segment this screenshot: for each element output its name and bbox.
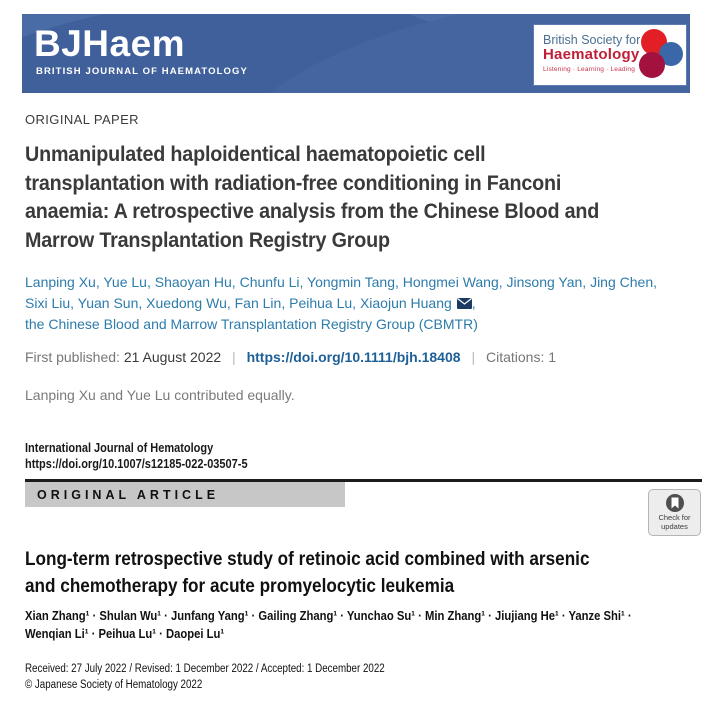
paper1-authors-line2-names[interactable]: Sixi Liu, Yuan Sun, Xuedong Wu, Fan Lin,… <box>25 295 452 311</box>
article-type-label: ORIGINAL PAPER <box>25 112 139 127</box>
bjhaem-banner: BJHaem BRITISH JOURNAL OF HAEMATOLOGY Br… <box>22 14 690 93</box>
citations-count[interactable]: Citations: 1 <box>485 349 557 365</box>
paper1-title-line: Marrow Transplantation Registry Group <box>25 228 390 252</box>
first-published-label: First published: <box>25 349 120 365</box>
article-history: Received: 27 July 2022 / Revised: 1 Dece… <box>25 663 385 675</box>
email-icon[interactable] <box>456 298 472 309</box>
bsh-logo-line2: Haematology <box>543 46 640 63</box>
bjhaem-logo-subtext: BRITISH JOURNAL OF HAEMATOLOGY <box>36 66 248 77</box>
paper1-title-line: Unmanipulated haploidentical haematopoie… <box>25 143 486 166</box>
check-for-updates-line2: updates <box>661 521 688 531</box>
copyright-notice: © Japanese Society of Hematology 2022 <box>25 679 203 691</box>
paper2-authors-line1: Xian Zhang¹ · Shulan Wu¹ · Junfang Yang¹… <box>25 609 632 623</box>
paper2-authors-line2: Wenqian Li¹ · Peihua Lu¹ · Daopei Lu¹ <box>25 626 225 641</box>
paper2-authors: Xian Zhang¹ · Shulan Wu¹ · Junfang Yang¹… <box>25 608 632 643</box>
paper1-authors-line3[interactable]: the Chinese Blood and Marrow Transplanta… <box>25 316 478 332</box>
article-type-label: ORIGINAL ARTICLE <box>37 487 220 502</box>
bsh-logo-tagline: Listening · Learning · Leading <box>543 66 636 73</box>
paper1-title-line: transplantation with radiation-free cond… <box>25 171 562 195</box>
first-published-date: 21 August 2022 <box>123 349 222 365</box>
paper2-title-line: and chemotherapy for acute promyelocytic… <box>25 575 455 597</box>
check-for-updates-label: Check for updates <box>658 513 691 531</box>
bjhaem-logo: BJHaem BRITISH JOURNAL OF HAEMATOLOGY <box>34 23 248 78</box>
publication-info: First published: 21 August 2022 | https:… <box>25 349 556 365</box>
paper1-authors-line2: Sixi Liu, Yuan Sun, Xuedong Wu, Fan Lin,… <box>25 293 657 314</box>
contribution-note: Lanping Xu and Yue Lu contributed equall… <box>25 387 295 403</box>
journal-doi[interactable]: https://doi.org/10.1007/s12185-022-03507… <box>25 457 248 471</box>
bsh-logo: British Society for Haematology Listenin… <box>533 24 687 86</box>
paper2-title-line: Long-term retrospective study of retinoi… <box>25 548 590 570</box>
paper1-authors-line2-suffix: , <box>471 295 476 311</box>
crossmark-icon <box>665 494 684 512</box>
paper1-authors: Lanping Xu, Yue Lu, Shaoyan Hu, Chunfu L… <box>25 272 657 335</box>
journal-name: International Journal of Hematology <box>25 441 214 455</box>
bsh-logo-line1: British Society for <box>543 33 641 47</box>
paper2-title: Long-term retrospective study of retinoi… <box>25 546 589 600</box>
bsh-logo-circles-icon <box>639 29 683 78</box>
separator: | <box>232 349 236 365</box>
article-type-bar: ORIGINAL ARTICLE <box>25 482 345 507</box>
bjhaem-logo-text: BJHaem <box>34 23 186 64</box>
separator: | <box>471 349 476 365</box>
divider-rule <box>25 479 702 482</box>
check-for-updates-button[interactable]: Check for updates <box>648 489 701 536</box>
paper1-title-line: anaemia: A retrospective analysis from t… <box>25 200 600 223</box>
check-for-updates-line1: Check for <box>658 513 691 522</box>
paper1-title: Unmanipulated haploidentical haematopoie… <box>25 141 599 255</box>
paper1-authors-line1[interactable]: Lanping Xu, Yue Lu, Shaoyan Hu, Chunfu L… <box>25 274 658 290</box>
doi-link[interactable]: https://doi.org/10.1111/bjh.18408 <box>246 349 461 365</box>
